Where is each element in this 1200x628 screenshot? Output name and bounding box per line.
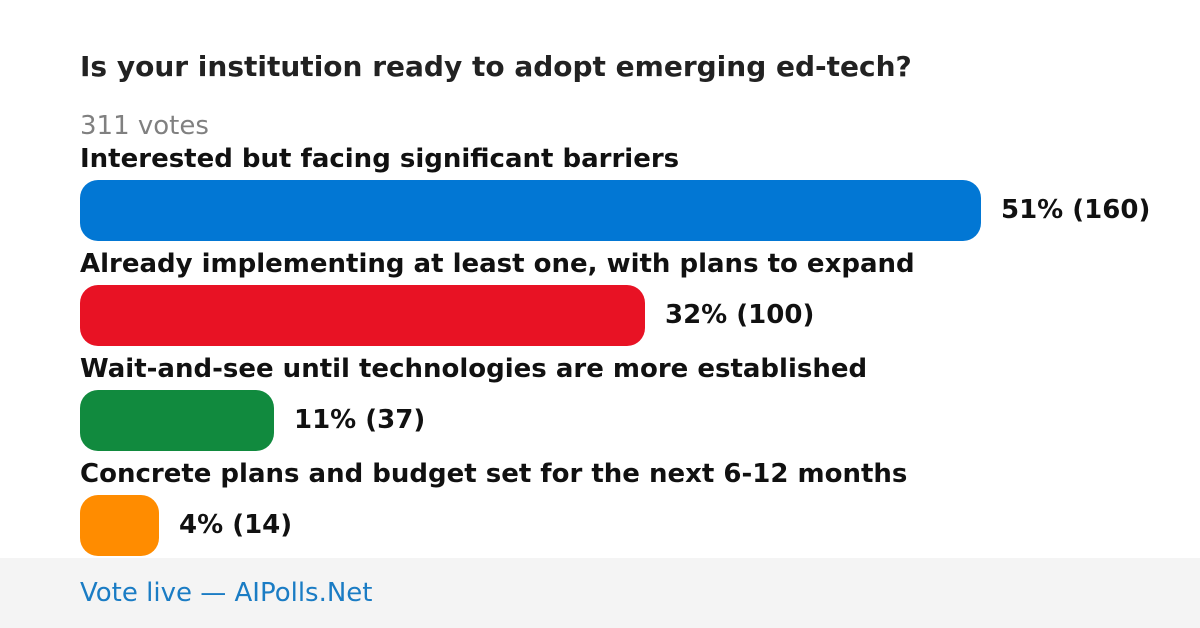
footer: Vote live — AIPolls.Net <box>0 558 1200 628</box>
option-bar <box>80 390 274 451</box>
option-bar <box>80 180 981 241</box>
option-label: Interested but facing significant barrie… <box>80 144 680 174</box>
poll-option: Interested but facing significant barrie… <box>80 143 1180 248</box>
poll-option: Concrete plans and budget set for the ne… <box>80 458 1180 563</box>
vote-live-link[interactable]: Vote live — AIPolls.Net <box>80 578 373 608</box>
option-value-label: 32% (100) <box>665 300 815 330</box>
vote-count: 311 votes <box>80 111 209 141</box>
option-label: Concrete plans and budget set for the ne… <box>80 459 908 489</box>
option-label: Wait-and-see until technologies are more… <box>80 354 868 384</box>
option-value-label: 4% (14) <box>179 510 293 540</box>
poll-option: Wait-and-see until technologies are more… <box>80 353 1180 458</box>
option-bar <box>80 495 159 556</box>
poll-question: Is your institution ready to adopt emerg… <box>80 50 912 83</box>
option-label: Already implementing at least one, with … <box>80 249 915 279</box>
option-value-label: 11% (37) <box>294 405 426 435</box>
option-value-label: 51% (160) <box>1001 195 1151 225</box>
option-bar <box>80 285 645 346</box>
poll-option: Already implementing at least one, with … <box>80 248 1180 353</box>
